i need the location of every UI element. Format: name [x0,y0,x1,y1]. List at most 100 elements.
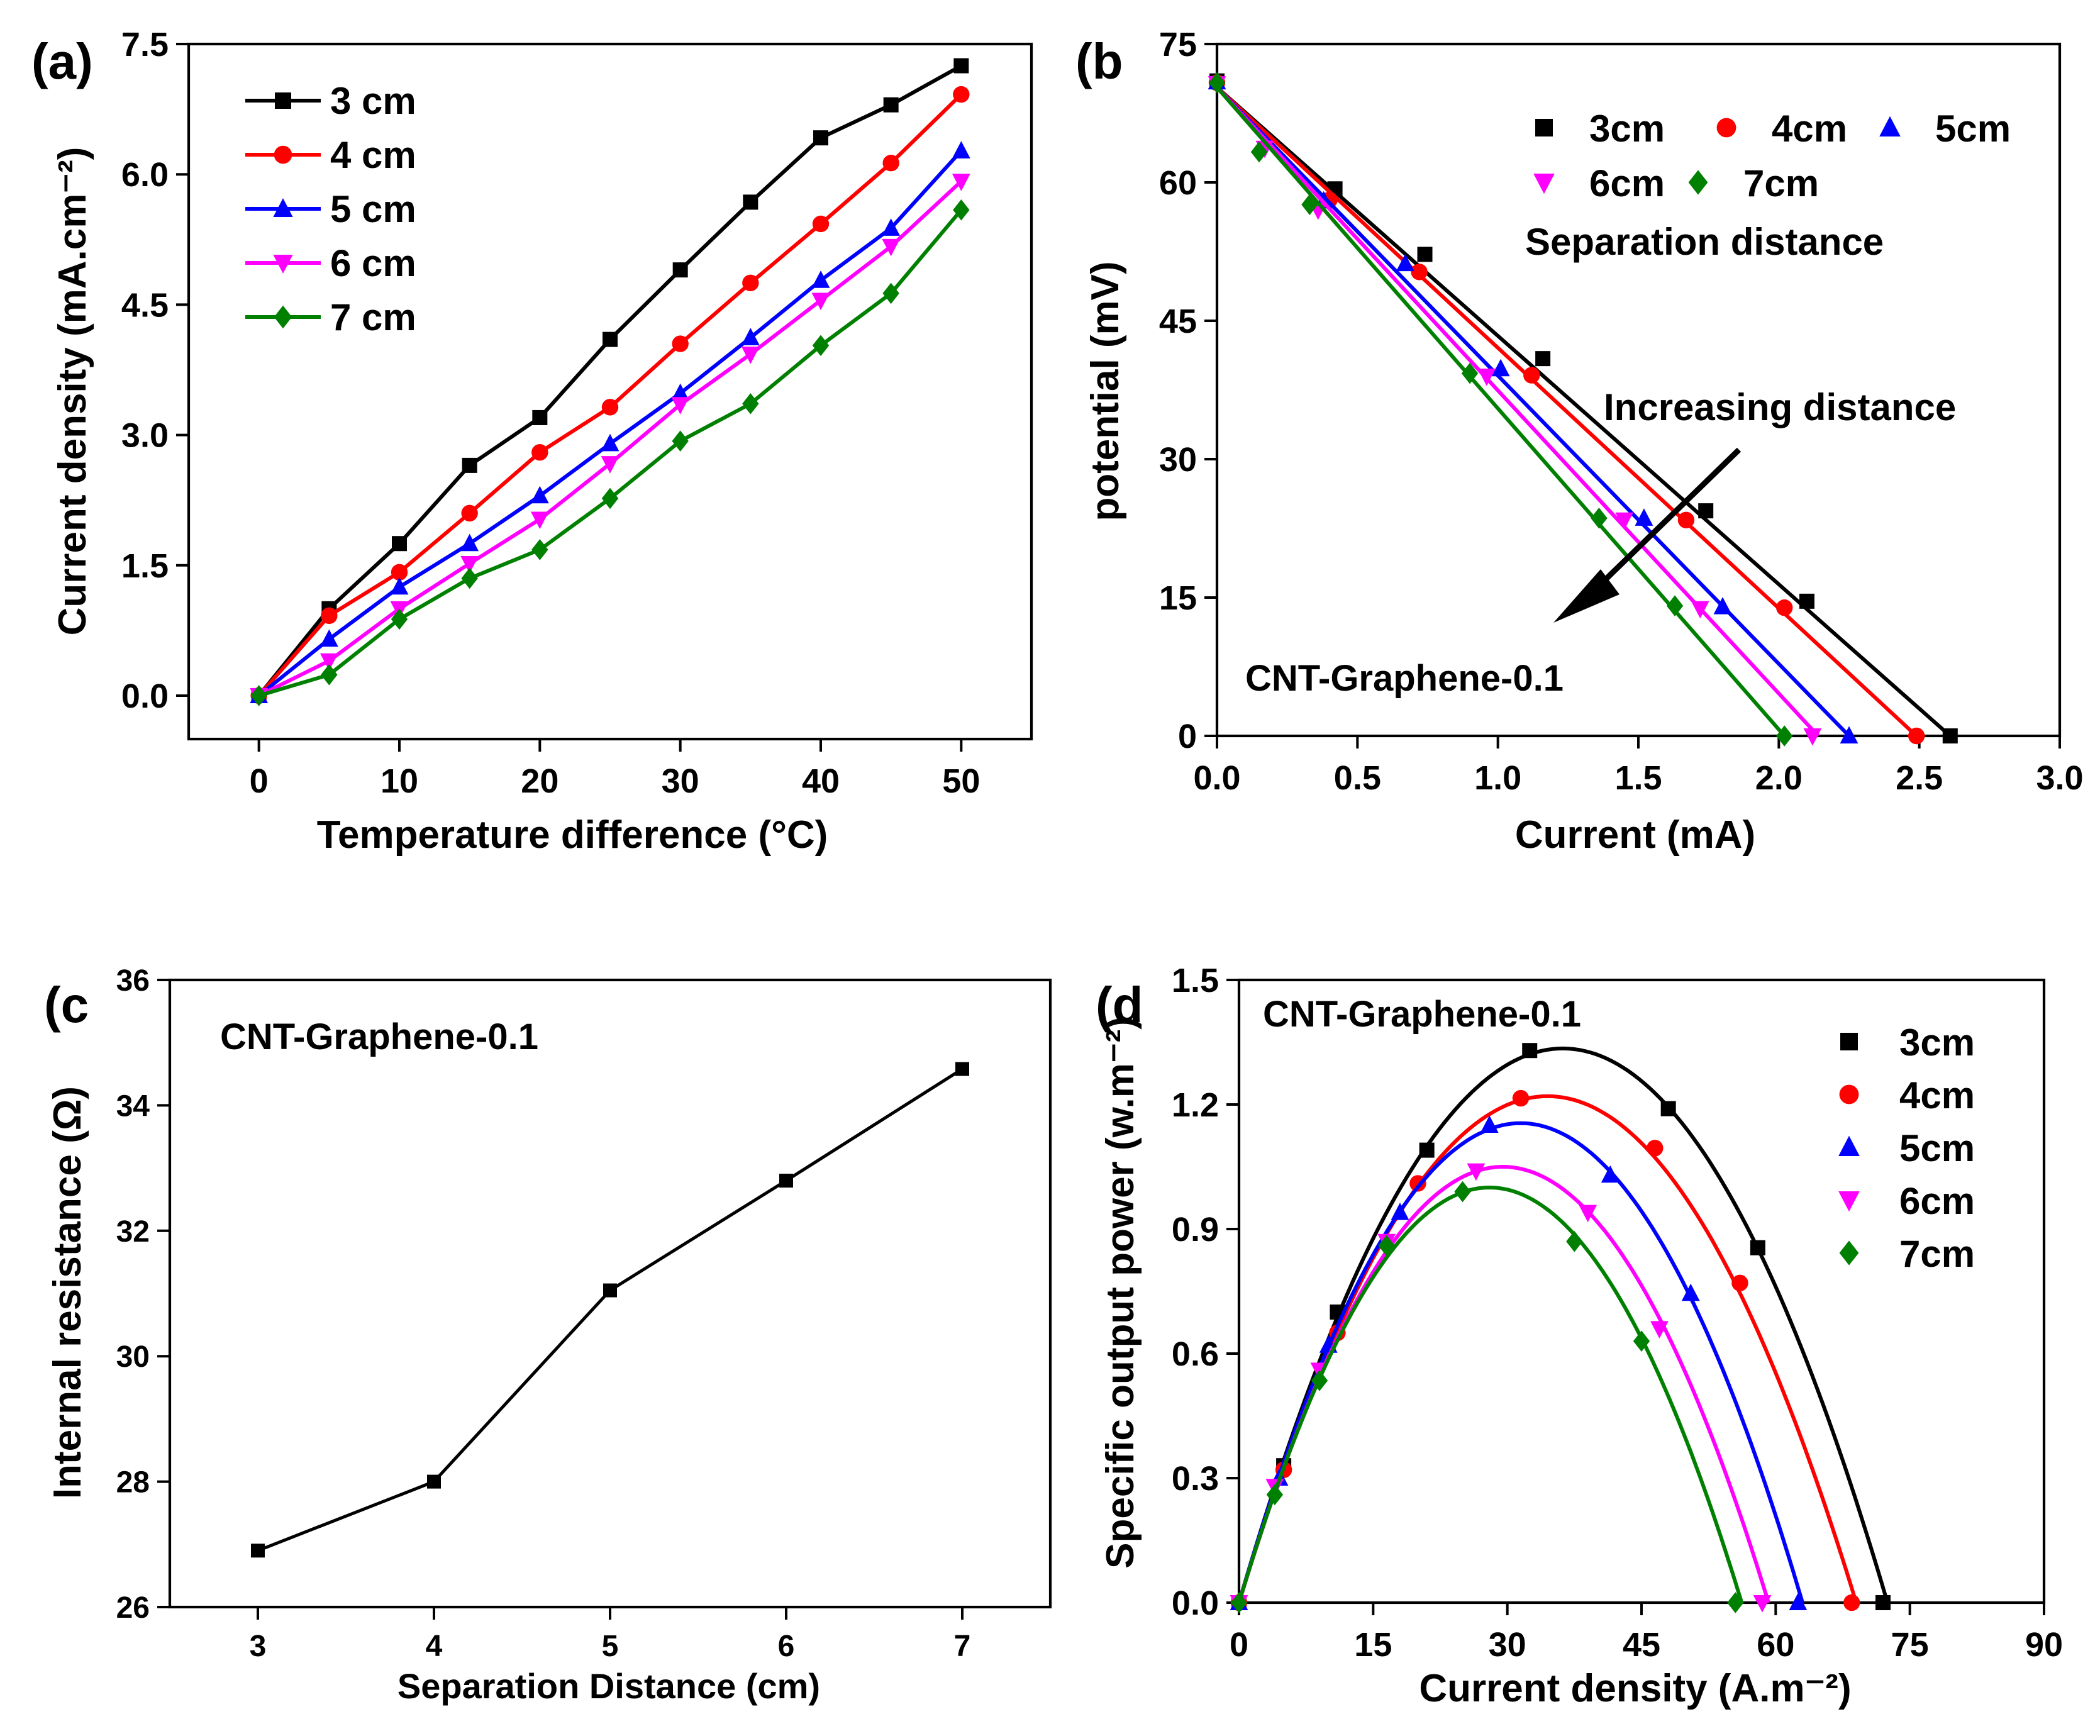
data-point [251,1544,265,1558]
legend-label: 3 cm [330,80,416,122]
data-point [1566,1231,1583,1252]
legend-marker [1838,1191,1860,1212]
data-point [1753,1595,1772,1613]
data-point [1647,1140,1664,1157]
data-point [1467,1163,1486,1181]
y-tick-label: 45 [1159,303,1197,340]
y-tick-label: 30 [116,1340,150,1374]
data-point [531,443,548,461]
panel-b-sample-label: CNT-Graphene-0.1 [1245,658,1564,699]
data-point [882,218,901,236]
legend-label: 7cm [1743,162,1819,204]
y-tick-label: 26 [116,1591,150,1625]
legend-marker [1839,1240,1859,1266]
data-point [392,536,407,552]
fit-curve [1237,1121,1804,1603]
data-point [811,292,830,311]
fit-curve [1237,1046,1889,1603]
panel-c-xlabel: Separation Distance (cm) [397,1666,820,1706]
data-point [1698,503,1714,519]
data-point [1411,264,1428,281]
data-point [1230,1592,1248,1613]
data-point [1727,1592,1744,1613]
data-point [460,555,479,574]
data-point [952,141,970,159]
data-point [250,685,267,706]
data-point [1633,1330,1650,1352]
data-point [779,1174,793,1188]
panel-a-ticks: 0 10 20 30 40 50 0.0 1.5 3.0 4.5 6.0 7.5 [121,26,980,800]
data-point [1579,1205,1597,1223]
fit-curve [1237,1185,1744,1603]
data-point [882,238,901,257]
data-point [955,1062,969,1076]
legend-marker [1838,1135,1860,1156]
data-point [532,409,548,425]
legend-marker [1716,118,1736,138]
legend-label: 7 cm [330,296,416,338]
x-tick-label: 3 [250,1630,267,1663]
x-tick-label: 75 [1891,1626,1929,1664]
x-tick-label: 5 [602,1630,619,1663]
data-point [952,174,970,191]
data-point [1677,511,1695,528]
data-point [1776,599,1793,616]
arrow-head [1553,569,1619,623]
data-point [603,1283,617,1298]
panel-a-frame [187,42,1033,741]
data-point [883,97,899,113]
legend-marker [275,92,291,109]
x-tick-label: 0 [1230,1626,1248,1664]
y-tick-label: 0.9 [1172,1211,1219,1249]
legend-label: 5cm [1935,108,2011,150]
panel-b-label: (b [1075,33,1123,89]
data-point [1681,1283,1700,1301]
data-point [953,199,970,221]
data-point [1461,362,1479,384]
legend-label: 4cm [1772,108,1847,150]
panel-a-xlabel: Temperature difference (°C) [317,813,828,857]
x-tick-label: 1.0 [1474,759,1521,797]
data-point [1523,367,1540,384]
legend-marker [1839,1084,1859,1104]
x-tick-label: 1.5 [1614,759,1662,797]
data-point [743,194,758,210]
panel-c-sample-label: CNT-Graphene-0.1 [220,1016,538,1057]
data-point [742,274,759,292]
data-point [1396,253,1414,272]
data-point [460,533,479,552]
data-point [671,383,690,401]
data-point [742,393,759,415]
y-tick-label: 0.0 [1172,1584,1219,1622]
legend-label: 3cm [1899,1021,1975,1064]
panel-d-series [1230,1043,1891,1613]
panel-c-label: (c [44,977,89,1033]
panel-c-ylabel: Internal resistance (Ω) [46,1086,89,1499]
x-tick-label: 3.0 [2036,759,2083,797]
y-tick-label: 15 [1159,579,1197,617]
y-tick-label: 60 [1159,164,1197,202]
data-point [1535,351,1551,367]
data-point [882,282,899,304]
panel-b-series [1208,72,1958,747]
x-tick-label: 4 [426,1630,443,1663]
data-point [1477,369,1496,386]
panel-b: (b 0.0 0.5 1.0 1.5 2.0 2.5 3.0 0 15 30 45 60 75 3cm 4… [1075,26,2084,857]
data-point [1635,508,1653,526]
data-point [319,629,338,647]
data-point [530,511,549,530]
legend-label: 5cm [1899,1127,1975,1169]
x-tick-label: 90 [2025,1626,2063,1664]
data-point [530,486,549,504]
panel-b-xlabel: Current (mA) [1515,813,1755,857]
data-point [1650,1321,1669,1338]
y-tick-label: 75 [1159,26,1197,64]
data-point [1208,72,1226,94]
legend-label: 6cm [1899,1180,1975,1222]
x-tick-label: 20 [521,762,558,800]
data-point [1666,595,1684,616]
series-line [257,1067,964,1552]
panel-b-legend: 3cm 4cm 5cm 6cm 7cm [1533,108,2011,204]
